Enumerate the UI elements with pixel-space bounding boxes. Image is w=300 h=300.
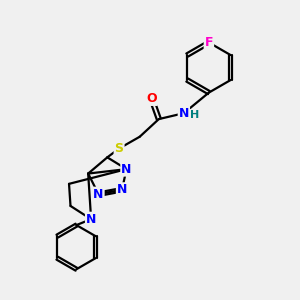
Text: N: N bbox=[86, 213, 96, 226]
Text: F: F bbox=[205, 36, 213, 49]
Text: O: O bbox=[146, 92, 157, 105]
Text: N: N bbox=[121, 163, 132, 176]
Text: N: N bbox=[179, 107, 189, 120]
Text: N: N bbox=[117, 183, 127, 196]
Text: H: H bbox=[190, 110, 200, 120]
Text: S: S bbox=[115, 142, 124, 155]
Text: N: N bbox=[93, 188, 104, 201]
